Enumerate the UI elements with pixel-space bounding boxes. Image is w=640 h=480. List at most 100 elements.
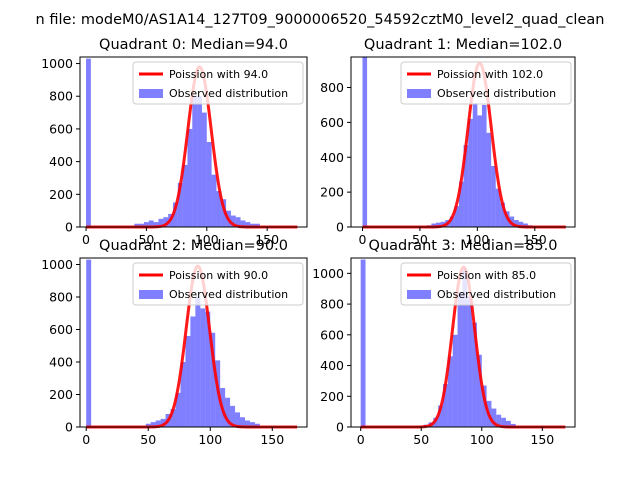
hist-bar-1-22 bbox=[523, 223, 528, 227]
hist-bar-2-4 bbox=[160, 418, 166, 427]
y-tick-label-2-200: 200 bbox=[49, 387, 73, 402]
y-tick-label-3-400: 400 bbox=[320, 358, 344, 373]
x-tick-label-3-0: 0 bbox=[357, 432, 365, 447]
x-tick-label-3-100: 100 bbox=[470, 432, 494, 447]
hist-bar-3-7 bbox=[452, 334, 458, 427]
hist-bar-0-1 bbox=[134, 223, 140, 227]
legend-0: Poission with 94.0 Observed distribution bbox=[132, 61, 304, 105]
y-tick-label-0-600: 600 bbox=[49, 121, 73, 136]
y-tick-label-3-800: 800 bbox=[320, 297, 344, 312]
panel-quadrant-0: 0 50 100 150 0 200 400 600 800 1000 Quadrant 0: Me… bbox=[41, 37, 308, 247]
x-tick-label-0-0: 0 bbox=[82, 232, 90, 247]
legend-observed-label-3: Observed distribution bbox=[437, 288, 556, 301]
y-tick-label-2-1000: 1000 bbox=[41, 257, 73, 272]
hist-bar-0-7 bbox=[163, 217, 169, 227]
y-tick-label-2-0: 0 bbox=[65, 420, 73, 435]
panel-quadrant-3: 0 50 100 150 0 200 400 600 800 1000 Quadrant 3: Me… bbox=[312, 238, 576, 447]
x-tick-label-0-150: 150 bbox=[255, 232, 279, 247]
legend-box-0 bbox=[132, 61, 304, 105]
legend-observed-swatch-3 bbox=[407, 290, 431, 299]
hist-bar-2-18 bbox=[230, 405, 236, 427]
y-tick-label-3-200: 200 bbox=[320, 389, 344, 404]
x-tick-label-2-100: 100 bbox=[198, 432, 222, 447]
legend-poisson-label-0: Poission with 94.0 bbox=[169, 68, 268, 81]
hist-bar-1-3 bbox=[436, 222, 441, 227]
y-tick-label-0-0: 0 bbox=[65, 220, 73, 235]
hist-bar-3-9 bbox=[462, 268, 468, 427]
hist-bar-2-2 bbox=[150, 422, 156, 427]
y-tick-label-1-800: 800 bbox=[320, 80, 344, 95]
hist-bar-0-17 bbox=[211, 174, 217, 227]
hist-bar-3-15 bbox=[491, 408, 497, 427]
x-tick-label-2-50: 50 bbox=[140, 432, 156, 447]
x-tick-label-1-0: 0 bbox=[359, 232, 367, 247]
legend-observed-label-1: Observed distribution bbox=[437, 87, 556, 100]
x-tick-label-3-50: 50 bbox=[413, 432, 429, 447]
hist-bar-2-21 bbox=[244, 420, 250, 427]
axes-frame-2 bbox=[79, 257, 308, 428]
hist-bar-0-9 bbox=[172, 202, 178, 227]
y-tick-label-2-800: 800 bbox=[49, 290, 73, 305]
panel-quadrant-1: 0 50 100 150 0 200 400 600 800 Quadrant 1: Median… bbox=[320, 37, 576, 247]
hist-bar-0-21 bbox=[230, 215, 236, 227]
hist-bar-0-2 bbox=[139, 223, 144, 227]
x-tick-label-0-100: 100 bbox=[195, 232, 219, 247]
legend-poisson-label-2: Poission with 90.0 bbox=[169, 269, 268, 282]
hist-bar-2-1 bbox=[145, 423, 151, 427]
hist-bar-1-7 bbox=[454, 206, 459, 227]
hist-bar-3-18 bbox=[505, 420, 511, 427]
hist-bar-2-9 bbox=[185, 336, 191, 427]
panel-quadrant-2: 0 50 100 150 0 200 400 600 800 1000 Quadrant 2: Me… bbox=[41, 238, 308, 447]
legend-observed-swatch-0 bbox=[139, 89, 163, 98]
hist-bar-0-15 bbox=[201, 112, 207, 227]
hist-bar-1-20 bbox=[514, 220, 519, 227]
hist-bar-0-10 bbox=[177, 182, 183, 227]
hist-bar-0-16 bbox=[206, 142, 212, 227]
y-tick-label-1-0: 0 bbox=[336, 220, 344, 235]
hist-bar-3-6 bbox=[447, 356, 453, 427]
y-tick-label-0-1000: 1000 bbox=[41, 56, 73, 71]
hist-bar-1-15 bbox=[491, 165, 496, 227]
hist-bar-3-11 bbox=[472, 322, 477, 427]
axes-frame-0 bbox=[79, 56, 308, 228]
hist-bar-1-12 bbox=[477, 115, 482, 227]
legend-1: Poission with 102.0 Observed distribution bbox=[400, 61, 572, 105]
panel-title-3: Quadrant 3: Median=85.0 bbox=[369, 238, 558, 254]
y-tick-label-2-400: 400 bbox=[49, 355, 73, 370]
x-tick-label-3-150: 150 bbox=[530, 432, 554, 447]
hist-bar-0-25 bbox=[250, 223, 256, 227]
hist-bar-2-14 bbox=[210, 332, 216, 427]
hist-bar-2-12 bbox=[200, 308, 206, 427]
hist-bar-0-26 bbox=[255, 223, 260, 227]
hist-bar-0-14 bbox=[197, 96, 202, 227]
x-tick-label-1-150: 150 bbox=[523, 232, 547, 247]
legend-3: Poission with 85.0 Observed distribution bbox=[400, 262, 572, 306]
legend-observed-swatch-2 bbox=[139, 290, 163, 299]
hist-bar-0-12 bbox=[187, 128, 193, 227]
hist-bar-2-22 bbox=[249, 422, 255, 427]
hist-bar-0-6 bbox=[158, 218, 164, 227]
hist-bar-0-3 bbox=[143, 222, 149, 227]
hist-bar-3-5 bbox=[443, 383, 448, 427]
y-tick-label-3-1000: 1000 bbox=[312, 266, 344, 281]
x-tick-label-2-0: 0 bbox=[82, 432, 90, 447]
hist-bar-1-16 bbox=[495, 188, 501, 227]
hist-bar-2-0 bbox=[86, 259, 92, 427]
hist-bar-1-8 bbox=[458, 181, 464, 227]
x-tick-label-0-50: 50 bbox=[138, 232, 154, 247]
y-tick-label-1-600: 600 bbox=[320, 115, 344, 130]
panel-title-2: Quadrant 2: Median=90.0 bbox=[99, 238, 288, 254]
hist-bar-3-19 bbox=[510, 423, 516, 427]
y-tick-label-0-800: 800 bbox=[49, 89, 73, 104]
x-tick-label-2-150: 150 bbox=[260, 432, 284, 447]
hist-bar-1-2 bbox=[431, 223, 437, 227]
hist-bar-0-5 bbox=[153, 222, 159, 227]
hist-bar-3-10 bbox=[467, 296, 473, 427]
y-tick-label-2-600: 600 bbox=[49, 322, 73, 337]
legend-observed-swatch-1 bbox=[407, 89, 431, 98]
x-tick-label-1-50: 50 bbox=[412, 232, 428, 247]
hist-bar-1-11 bbox=[472, 103, 478, 227]
legend-observed-label-2: Observed distribution bbox=[169, 288, 288, 301]
hist-bar-1-9 bbox=[463, 145, 469, 227]
y-tick-label-1-400: 400 bbox=[320, 150, 344, 165]
